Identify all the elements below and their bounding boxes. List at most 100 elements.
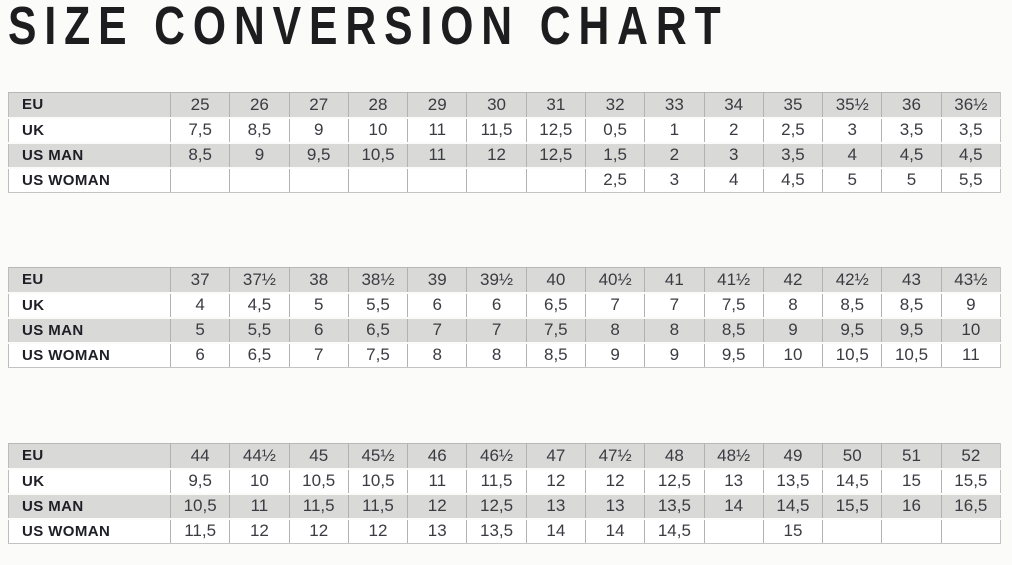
size-value-cell: 1,5 <box>585 141 646 169</box>
size-value-cell: 37 <box>170 267 231 294</box>
size-value-cell: 13 <box>526 492 586 520</box>
size-value-cell: 10 <box>941 316 1002 344</box>
size-value-cell: 7,5 <box>348 341 409 368</box>
size-value-cell: 4,5 <box>881 141 942 169</box>
size-value-cell: 5 <box>881 166 942 193</box>
size-value-cell: 11 <box>941 341 1002 368</box>
size-value-cell: 12,5 <box>466 492 527 520</box>
size-value-cell: 8,5 <box>881 291 942 319</box>
table-row: US MAN 5 5,5 6 6,5 7 7 7,5 8 8 8,5 9 9,5 9,5 10 <box>8 316 1002 344</box>
table-row: EU 44 44½ 45 45½ 46 46½ 47 47½ 48 48½ 49 50 51 52 <box>8 443 1002 470</box>
size-value-cell: 5 <box>289 291 349 319</box>
size-value-cell: 6,5 <box>348 316 409 344</box>
size-value-cell: 31 <box>526 92 586 119</box>
size-conversion-table-2: EU 37 37½ 38 38½ 39 39½ 40 40½ 41 41½ 42 42½ 43 43½ UK 4… <box>8 267 1002 368</box>
size-value-cell: 10 <box>348 116 409 144</box>
table-row: UK 4 4,5 5 5,5 6 6 6,5 7 7 7,5 8 8,5 8,5 9 <box>8 291 1002 319</box>
size-value-cell: 49 <box>763 443 824 470</box>
size-value-cell: 15 <box>881 467 942 495</box>
size-value-cell: 5 <box>170 316 231 344</box>
size-value-cell: 15,5 <box>822 492 883 520</box>
size-value-cell: 36 <box>881 92 942 119</box>
size-value-cell: 12 <box>348 517 409 544</box>
size-value-cell: 10,5 <box>348 467 409 495</box>
size-value-cell: 35 <box>763 92 824 119</box>
size-value-cell: 42 <box>763 267 824 294</box>
size-value-cell: 1 <box>644 116 705 144</box>
size-value-cell: 9,5 <box>289 141 349 169</box>
row-label: UK <box>8 467 171 495</box>
size-value-cell: 11 <box>407 116 468 144</box>
size-value-cell: 40½ <box>585 267 646 294</box>
size-value-cell: 48 <box>644 443 705 470</box>
size-value-cell: 7,5 <box>170 116 231 144</box>
size-value-cell: 6 <box>170 341 231 368</box>
size-value-cell: 26 <box>229 92 290 119</box>
size-value-cell: 11 <box>407 467 468 495</box>
size-value-cell: 11,5 <box>466 116 527 144</box>
size-value-cell: 2,5 <box>585 166 646 193</box>
size-value-cell: 39 <box>407 267 468 294</box>
size-value-cell: 12,5 <box>644 467 705 495</box>
size-value-cell: 6,5 <box>526 291 586 319</box>
size-value-cell: 11,5 <box>348 492 409 520</box>
size-value-cell: 6,5 <box>229 341 290 368</box>
size-value-cell: 11,5 <box>466 467 527 495</box>
row-label: UK <box>8 291 171 319</box>
table-row: US MAN 10,5 11 11,5 11,5 12 12,5 13 13 13,5 14 14,5… <box>8 492 1002 520</box>
size-value-cell: 4,5 <box>763 166 824 193</box>
size-value-cell: 48½ <box>704 443 764 470</box>
table-body: EU 44 44½ 45 45½ 46 46½ 47 47½ 48 48½ 49 50 51 52 UK 9,5… <box>8 443 1002 544</box>
size-value-cell: 14,5 <box>822 467 883 495</box>
size-value-cell <box>466 166 527 193</box>
size-value-cell: 14 <box>526 517 586 544</box>
size-value-cell: 44 <box>170 443 231 470</box>
row-label: EU <box>8 267 171 294</box>
table-row: US WOMAN 2,5 3 4 4,5 5 5 5,5 <box>8 166 1002 193</box>
size-value-cell: 11,5 <box>289 492 349 520</box>
size-value-cell: 8 <box>407 341 468 368</box>
size-value-cell: 3,5 <box>881 116 942 144</box>
size-value-cell: 6 <box>466 291 527 319</box>
row-label: UK <box>8 116 171 144</box>
size-value-cell: 9 <box>763 316 824 344</box>
size-value-cell: 8,5 <box>229 116 290 144</box>
row-label: US WOMAN <box>8 166 171 193</box>
size-conversion-table-3: EU 44 44½ 45 45½ 46 46½ 47 47½ 48 48½ 49 50 51 52 UK 9,5… <box>8 443 1002 544</box>
size-value-cell: 28 <box>348 92 409 119</box>
size-value-cell <box>941 517 1002 544</box>
size-value-cell: 10 <box>763 341 824 368</box>
size-conversion-table-1: EU 25 26 27 28 29 30 31 32 33 34 35 35½ 36 36½ UK 7,5 8,5… <box>8 92 1002 193</box>
size-value-cell: 2 <box>644 141 705 169</box>
size-value-cell: 12 <box>466 141 527 169</box>
size-value-cell: 38 <box>289 267 349 294</box>
table-row: EU 25 26 27 28 29 30 31 32 33 34 35 35½ 36 36½ <box>8 92 1002 119</box>
size-value-cell: 37½ <box>229 267 290 294</box>
size-value-cell: 10,5 <box>289 467 349 495</box>
size-value-cell: 12 <box>289 517 349 544</box>
size-value-cell: 27 <box>289 92 349 119</box>
size-value-cell: 51 <box>881 443 942 470</box>
size-value-cell <box>289 166 349 193</box>
size-value-cell: 14,5 <box>763 492 824 520</box>
size-value-cell: 42½ <box>822 267 883 294</box>
size-value-cell <box>407 166 468 193</box>
table-body: EU 37 37½ 38 38½ 39 39½ 40 40½ 41 41½ 42 42½ 43 43½ UK 4… <box>8 267 1002 368</box>
size-value-cell: 30 <box>466 92 527 119</box>
size-value-cell: 13,5 <box>763 467 824 495</box>
size-value-cell: 16 <box>881 492 942 520</box>
size-value-cell: 7 <box>644 291 705 319</box>
size-value-cell: 13 <box>585 492 646 520</box>
size-value-cell: 9 <box>585 341 646 368</box>
size-value-cell: 47½ <box>585 443 646 470</box>
size-value-cell: 38½ <box>348 267 409 294</box>
size-value-cell: 8,5 <box>526 341 586 368</box>
page-title: SIZE CONVERSION CHART <box>8 0 729 56</box>
size-value-cell: 8,5 <box>704 316 764 344</box>
row-label: US MAN <box>8 141 171 169</box>
size-value-cell: 15 <box>763 517 824 544</box>
size-value-cell: 9,5 <box>704 341 764 368</box>
size-value-cell: 9 <box>941 291 1002 319</box>
size-value-cell: 4,5 <box>941 141 1002 169</box>
